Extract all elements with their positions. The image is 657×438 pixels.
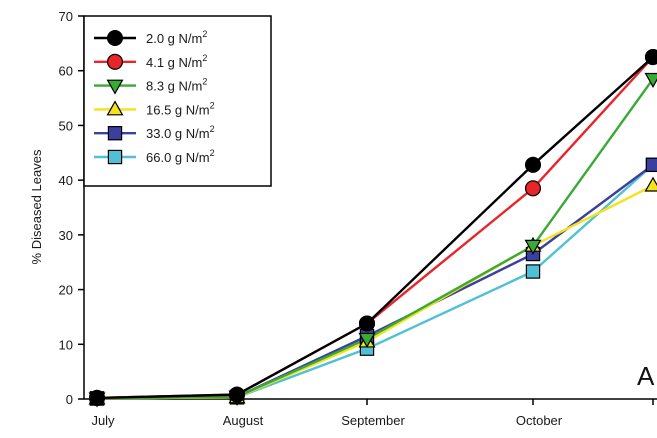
legend-label-name: 8.3 g N/m	[146, 79, 202, 94]
data-point-circle	[644, 48, 657, 66]
x-tick-label: August	[223, 413, 264, 428]
x-tick-label: September	[341, 413, 405, 428]
legend-label-superscript: 2	[210, 100, 215, 110]
y-axis-label: % Diseased Leaves	[29, 149, 44, 264]
legend-swatch-marker	[106, 100, 124, 116]
panel-label: A	[637, 361, 655, 391]
legend-label-superscript: 2	[210, 148, 215, 158]
y-axis-ticks: 0 10 20 30 40 50 60 70	[59, 9, 84, 407]
legend-swatch-marker	[106, 29, 124, 47]
data-point-circle	[524, 180, 542, 197]
data-point-triangle-down	[644, 72, 657, 88]
legend-label-superscript: 2	[202, 53, 207, 63]
legend-entry: 8.3 g N/m2	[94, 77, 207, 95]
legend-entry: 33.0 g N/m2	[94, 124, 215, 141]
data-point-triangle-down	[358, 332, 376, 348]
legend-label-name: 16.5 g N/m	[146, 102, 210, 117]
legend-label-name: 2.0 g N/m	[146, 31, 202, 46]
legend-label: 33.0 g N/m2	[146, 124, 215, 141]
legend-label-superscript: 2	[202, 77, 207, 87]
y-tick-label: 60	[59, 64, 73, 79]
data-point-circle	[358, 315, 376, 332]
legend-swatch-marker	[106, 79, 124, 95]
legend-entry: 4.1 g N/m2	[94, 53, 207, 70]
x-tick-label: October	[516, 413, 563, 428]
legend-label: 8.3 g N/m2	[146, 77, 207, 94]
y-tick-label: 50	[59, 118, 73, 133]
series-markers	[88, 48, 657, 408]
legend-entry: 2.0 g N/m2	[94, 29, 207, 47]
series-line	[96, 184, 654, 400]
y-tick-label: 40	[59, 173, 73, 188]
x-tick-label: July	[91, 413, 115, 428]
legend-label-superscript: 2	[202, 29, 207, 39]
data-point-triangle-down	[524, 239, 542, 255]
legend-swatch-marker	[107, 125, 123, 141]
y-tick-label: 10	[59, 337, 73, 352]
data-point-circle	[228, 386, 246, 403]
data-point-circle	[524, 156, 542, 173]
legend-label-superscript: 2	[210, 124, 215, 134]
legend-label: 4.1 g N/m2	[146, 53, 207, 70]
data-point-circle	[88, 389, 106, 406]
y-tick-label: 20	[59, 283, 73, 298]
data-point-triangle-up	[644, 176, 657, 192]
legend-swatch-marker	[107, 149, 123, 165]
legend-label-name: 4.1 g N/m	[146, 55, 202, 70]
legend-label: 16.5 g N/m2	[146, 100, 215, 117]
x-axis-ticks: July August September October	[91, 399, 654, 428]
legend-label-name: 33.0 g N/m	[146, 126, 210, 141]
legend-swatch-marker	[106, 53, 124, 70]
legend-label: 66.0 g N/m2	[146, 148, 215, 165]
y-tick-label: 70	[59, 9, 73, 24]
data-point-square	[525, 264, 541, 279]
y-tick-label: 0	[66, 392, 73, 407]
series-line	[96, 163, 654, 400]
legend-label-name: 66.0 g N/m	[146, 150, 210, 165]
series-line	[96, 163, 654, 400]
y-tick-label: 30	[59, 228, 73, 243]
legend-entry: 66.0 g N/m2	[94, 148, 215, 165]
legend-entry: 16.5 g N/m2	[94, 100, 215, 117]
legend-label: 2.0 g N/m2	[146, 29, 207, 46]
data-point-square	[645, 157, 657, 173]
